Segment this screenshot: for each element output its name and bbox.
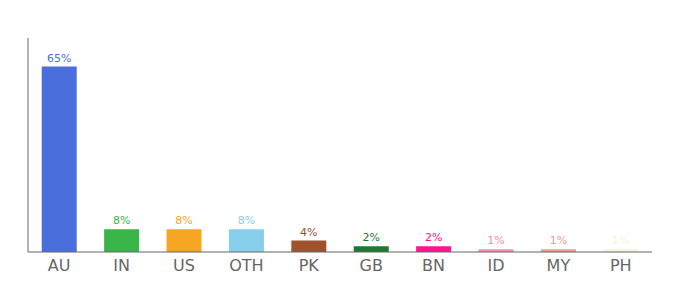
svg-text:GB: GB — [360, 256, 383, 275]
svg-text:IN: IN — [113, 256, 130, 275]
svg-text:1%: 1% — [550, 234, 567, 247]
svg-text:8%: 8% — [238, 214, 255, 227]
svg-text:US: US — [173, 256, 195, 275]
svg-text:2%: 2% — [425, 231, 442, 244]
svg-text:65%: 65% — [47, 52, 71, 65]
svg-text:2%: 2% — [363, 231, 380, 244]
svg-text:PH: PH — [610, 256, 632, 275]
svg-text:AU: AU — [48, 256, 71, 275]
svg-text:ID: ID — [487, 256, 504, 275]
svg-text:8%: 8% — [113, 214, 130, 227]
svg-text:OTH: OTH — [229, 256, 263, 275]
svg-text:8%: 8% — [175, 214, 192, 227]
svg-text:MY: MY — [547, 256, 571, 275]
svg-text:1%: 1% — [487, 234, 504, 247]
svg-text:1%: 1% — [612, 234, 629, 247]
svg-text:PK: PK — [299, 256, 320, 275]
svg-text:BN: BN — [422, 256, 445, 275]
svg-text:4%: 4% — [300, 226, 317, 239]
